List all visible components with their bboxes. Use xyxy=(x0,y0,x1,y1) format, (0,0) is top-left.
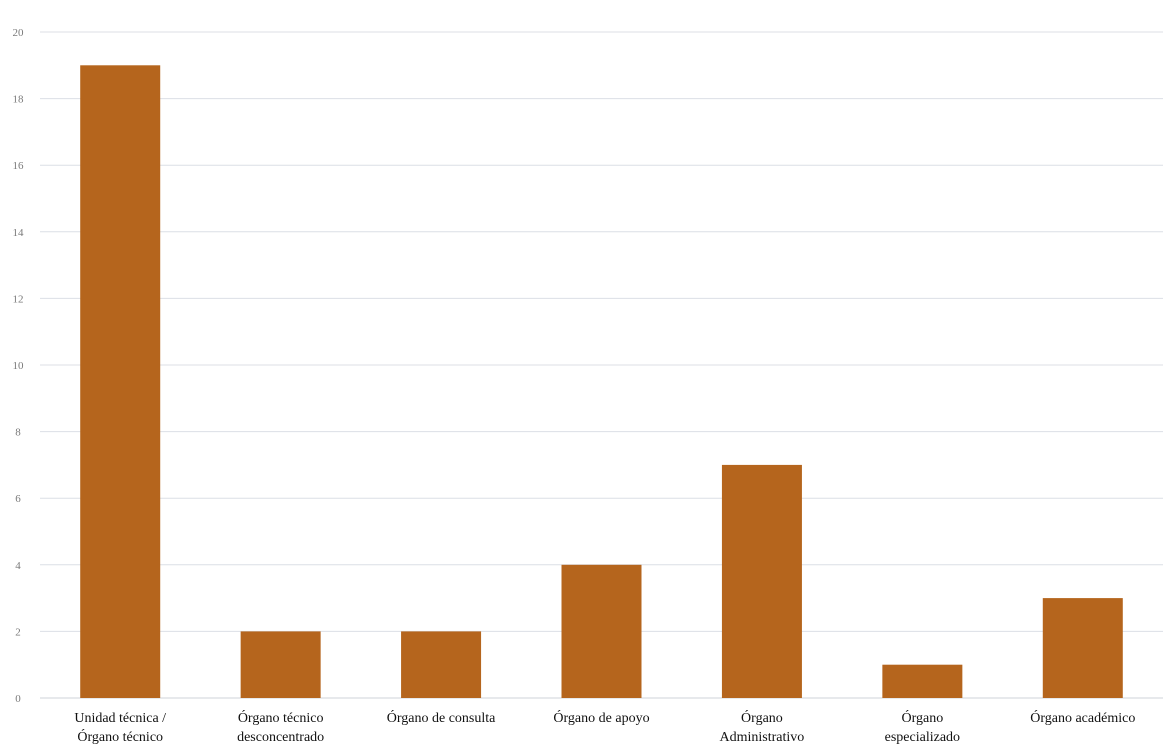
x-category-label: desconcentrado xyxy=(237,730,324,745)
x-category-label: Órgano técnico xyxy=(77,728,163,745)
y-tick-label: 12 xyxy=(13,293,24,305)
y-tick-label: 20 xyxy=(13,27,25,39)
x-category-label: Unidad técnica / xyxy=(74,711,166,726)
bar-3 xyxy=(561,564,642,698)
y-tick-label: 2 xyxy=(15,626,21,638)
y-tick-label: 6 xyxy=(15,493,21,505)
x-category-label: Órgano de apoyo xyxy=(553,709,649,726)
bar-6 xyxy=(1042,598,1123,698)
bar-5 xyxy=(882,664,963,698)
gridlines xyxy=(40,31,1163,699)
x-category-label: Administrativo xyxy=(720,730,805,745)
bars xyxy=(80,65,1123,699)
bar-4 xyxy=(721,464,802,698)
y-tick-label: 10 xyxy=(13,360,25,372)
y-tick-label: 16 xyxy=(13,160,25,172)
y-tick-label: 14 xyxy=(13,227,25,239)
x-category-label: Órgano xyxy=(741,709,783,726)
x-axis-category-labels: Unidad técnica / Órgano técnico Órgano téc… xyxy=(74,709,1135,745)
x-category-label: Órgano académico xyxy=(1030,709,1135,726)
y-tick-label: 4 xyxy=(15,560,21,572)
x-category-label: Órgano xyxy=(901,709,943,726)
y-tick-label: 0 xyxy=(15,693,21,705)
y-tick-label: 18 xyxy=(13,94,25,106)
bar-1 xyxy=(240,631,321,698)
y-axis-ticks: 0 2 4 6 8 10 12 14 16 18 20 xyxy=(13,27,25,705)
x-category-label: Órgano técnico xyxy=(238,709,324,726)
x-category-label: especializado xyxy=(885,730,960,745)
y-tick-label: 8 xyxy=(15,427,21,439)
x-category-label: Órgano de consulta xyxy=(387,709,496,726)
bar-2 xyxy=(401,631,482,698)
bar-0 xyxy=(80,65,161,699)
